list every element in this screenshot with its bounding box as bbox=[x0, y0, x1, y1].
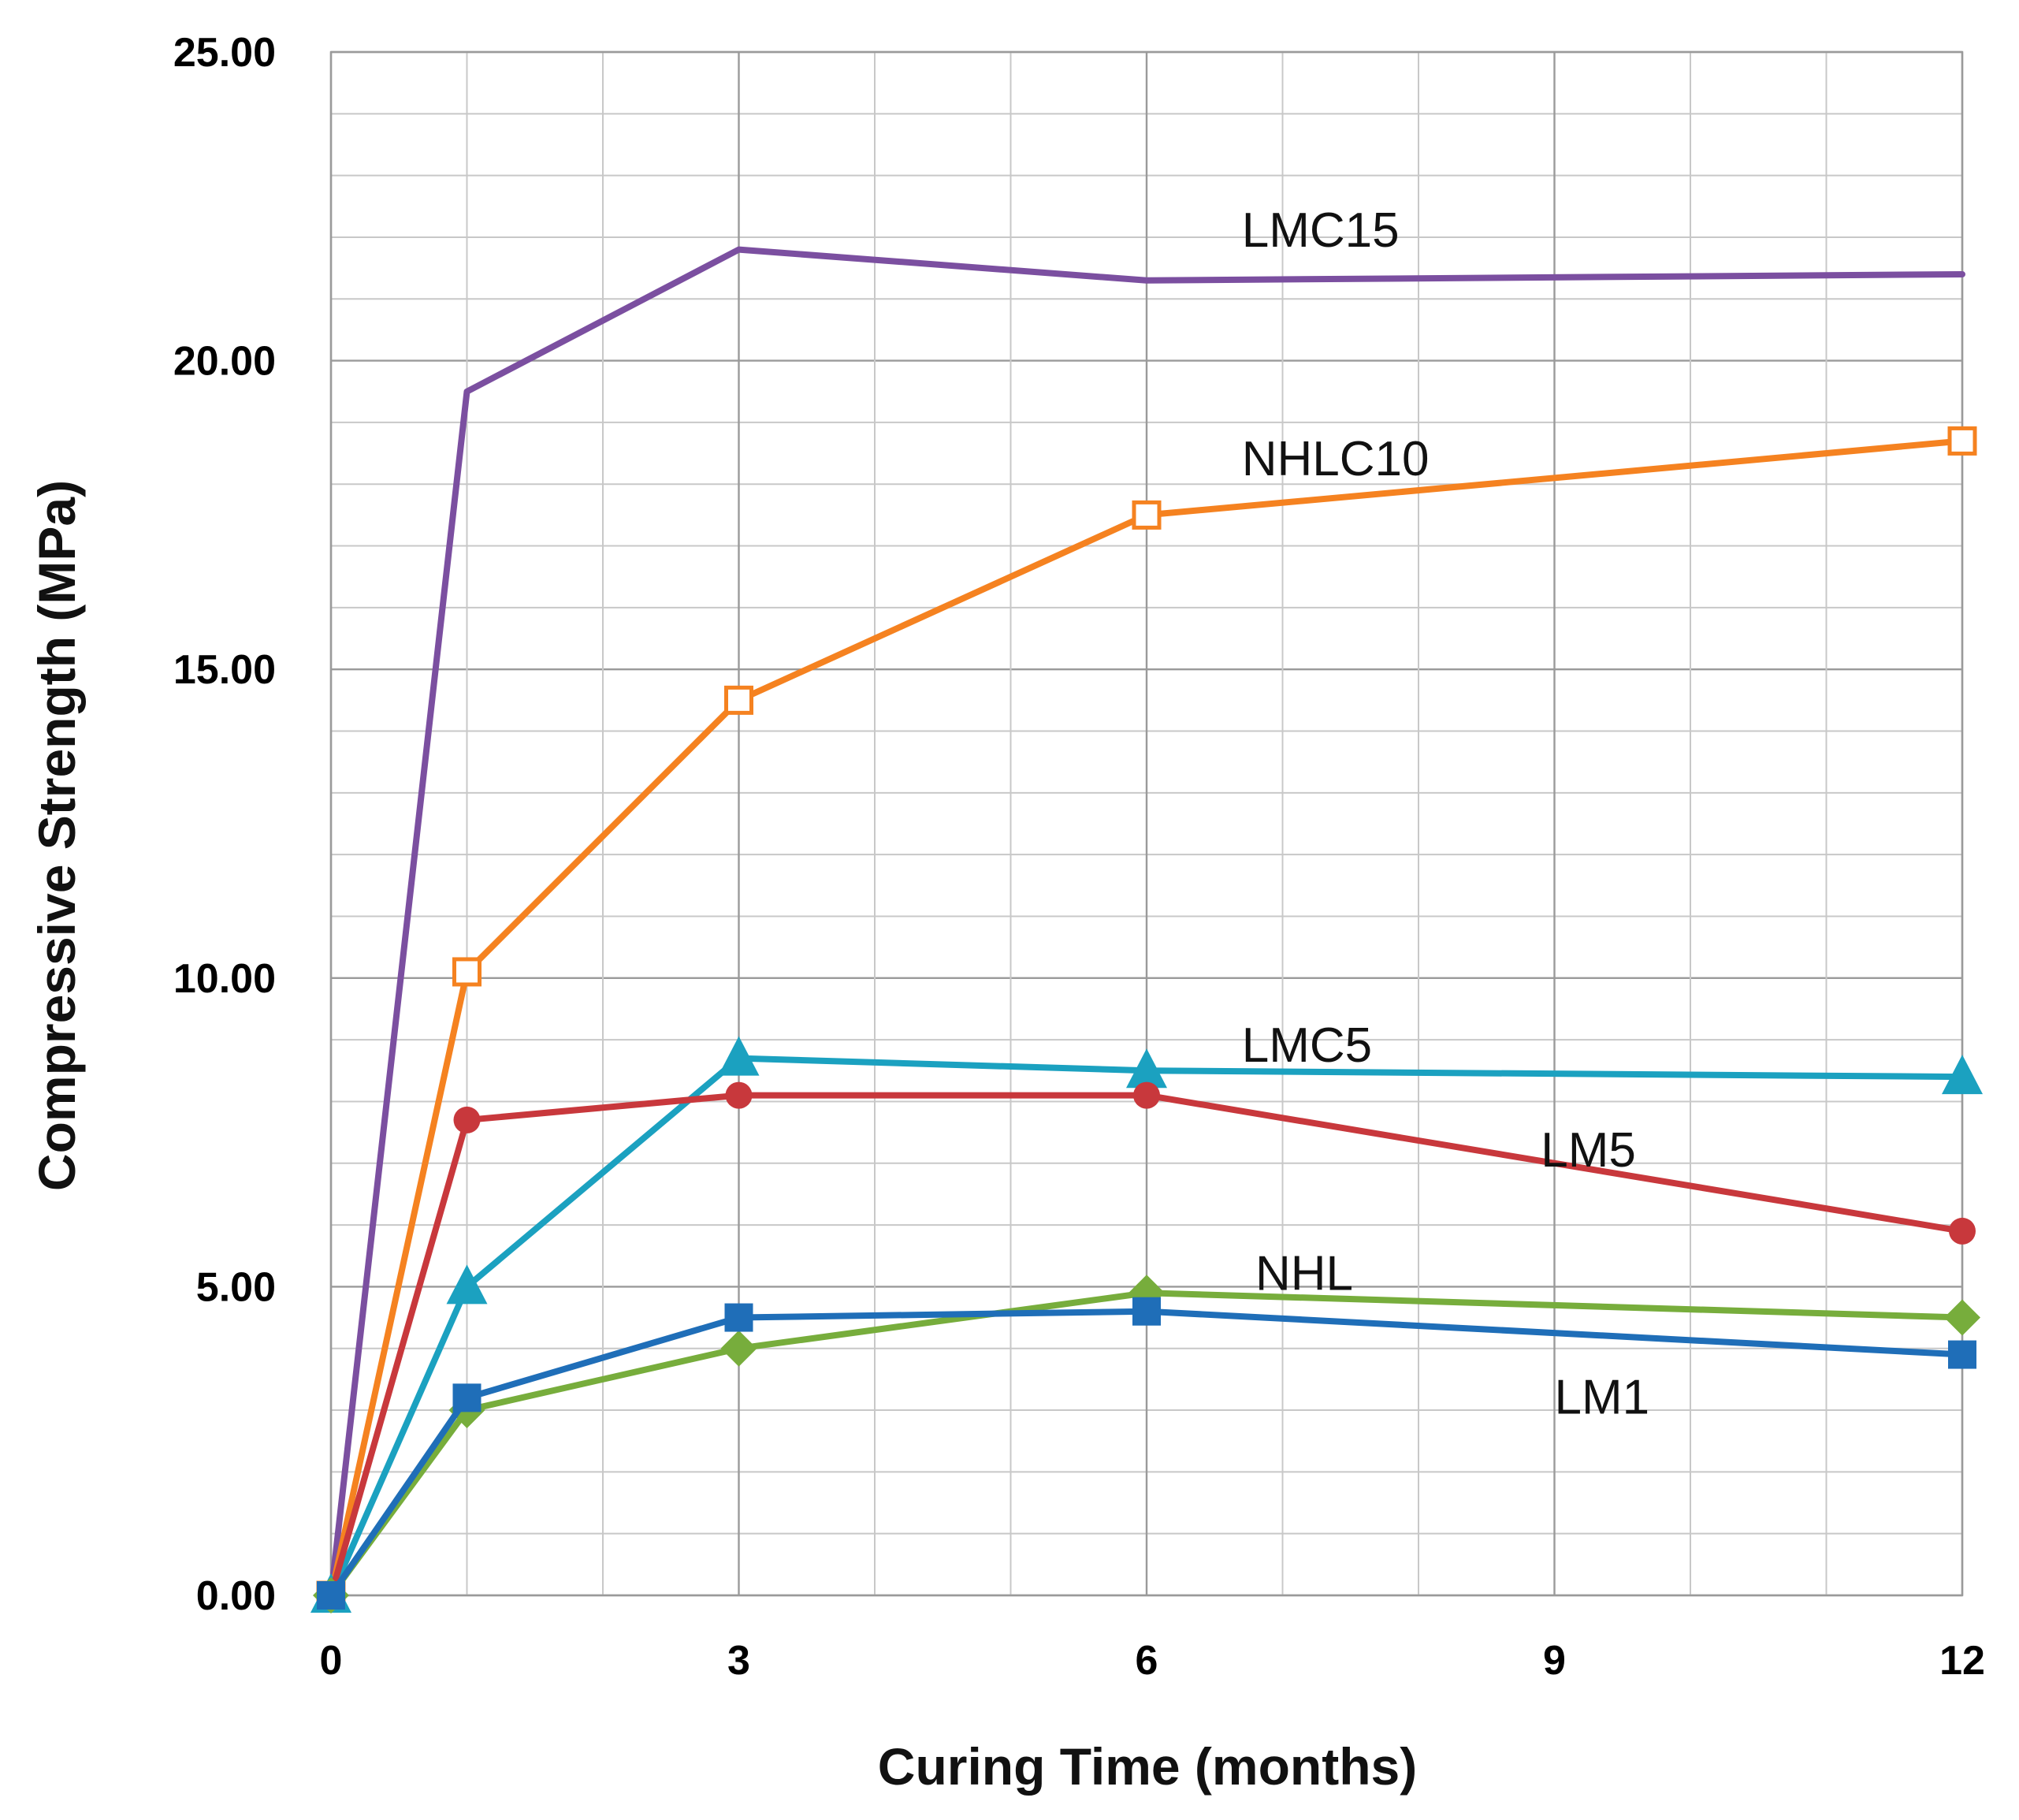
series-nhlc10-marker bbox=[452, 957, 482, 987]
x-tick-label: 0 bbox=[320, 1638, 343, 1684]
series-lm5-marker bbox=[1133, 1081, 1160, 1109]
series-nhlc10 bbox=[316, 426, 1977, 1610]
series-nhlc10-label: NHLC10 bbox=[1242, 432, 1430, 486]
grid bbox=[329, 50, 1964, 1597]
series-lm5-marker bbox=[1949, 1217, 1976, 1245]
series-lm5-marker bbox=[453, 1106, 481, 1133]
series-lmc15-line bbox=[328, 246, 1965, 1599]
series-lm1-marker bbox=[452, 1383, 482, 1412]
series-lm5-marker bbox=[725, 1081, 753, 1109]
series-nhl-label: NHL bbox=[1255, 1247, 1353, 1301]
series-nhl-marker bbox=[720, 1330, 757, 1367]
x-tick-label: 6 bbox=[1136, 1638, 1158, 1684]
series-lm1-marker bbox=[317, 1581, 345, 1610]
x-tick-label: 3 bbox=[727, 1638, 750, 1684]
series-lmc15 bbox=[328, 246, 1965, 1599]
y-tick-label: 25.00 bbox=[173, 30, 276, 76]
y-tick-label: 15.00 bbox=[173, 647, 276, 693]
series-lm1-marker bbox=[1948, 1340, 1976, 1369]
series-lmc5-marker bbox=[1942, 1055, 1983, 1095]
series-nhl-marker bbox=[1944, 1299, 1980, 1336]
y-axis-title: Compressive Strength (MPa) bbox=[28, 480, 86, 1191]
series-lmc5-label: LMC5 bbox=[1242, 1018, 1372, 1073]
series-labels: LMC15 NHLC10 LMC5 LM5 NHL LM1 bbox=[1242, 203, 1649, 1424]
series-nhlc10-marker bbox=[1132, 500, 1162, 530]
series-lmc5-marker bbox=[1126, 1048, 1167, 1089]
series-lm1-marker bbox=[724, 1303, 753, 1332]
x-axis-title: Curing Time (months) bbox=[878, 1737, 1417, 1796]
plot-area-frame bbox=[329, 50, 1964, 1597]
series-lm1-label: LM1 bbox=[1555, 1370, 1650, 1424]
series-lm1 bbox=[317, 1297, 1976, 1610]
y-tick-label: 20.00 bbox=[173, 339, 276, 385]
series-lm5-label: LM5 bbox=[1541, 1123, 1636, 1178]
series-nhlc10-marker bbox=[724, 685, 753, 715]
x-tick-label: 9 bbox=[1543, 1638, 1566, 1684]
y-axis-tick-labels: 0.00 5.00 10.00 15.00 20.00 25.00 bbox=[173, 30, 276, 1619]
x-axis-tick-labels: 0 3 6 9 12 bbox=[320, 1638, 1985, 1684]
y-tick-label: 10.00 bbox=[173, 956, 276, 1002]
series-lmc5-marker bbox=[718, 1036, 760, 1076]
x-tick-label: 12 bbox=[1939, 1638, 1985, 1684]
series-group bbox=[310, 246, 1983, 1613]
series-lm1-marker bbox=[1132, 1297, 1161, 1326]
y-tick-label: 5.00 bbox=[196, 1264, 276, 1310]
series-lmc5-marker bbox=[446, 1264, 488, 1305]
series-lmc15-label: LMC15 bbox=[1242, 203, 1400, 258]
series-nhlc10-marker bbox=[1947, 426, 1977, 456]
y-tick-label: 0.00 bbox=[196, 1573, 276, 1619]
